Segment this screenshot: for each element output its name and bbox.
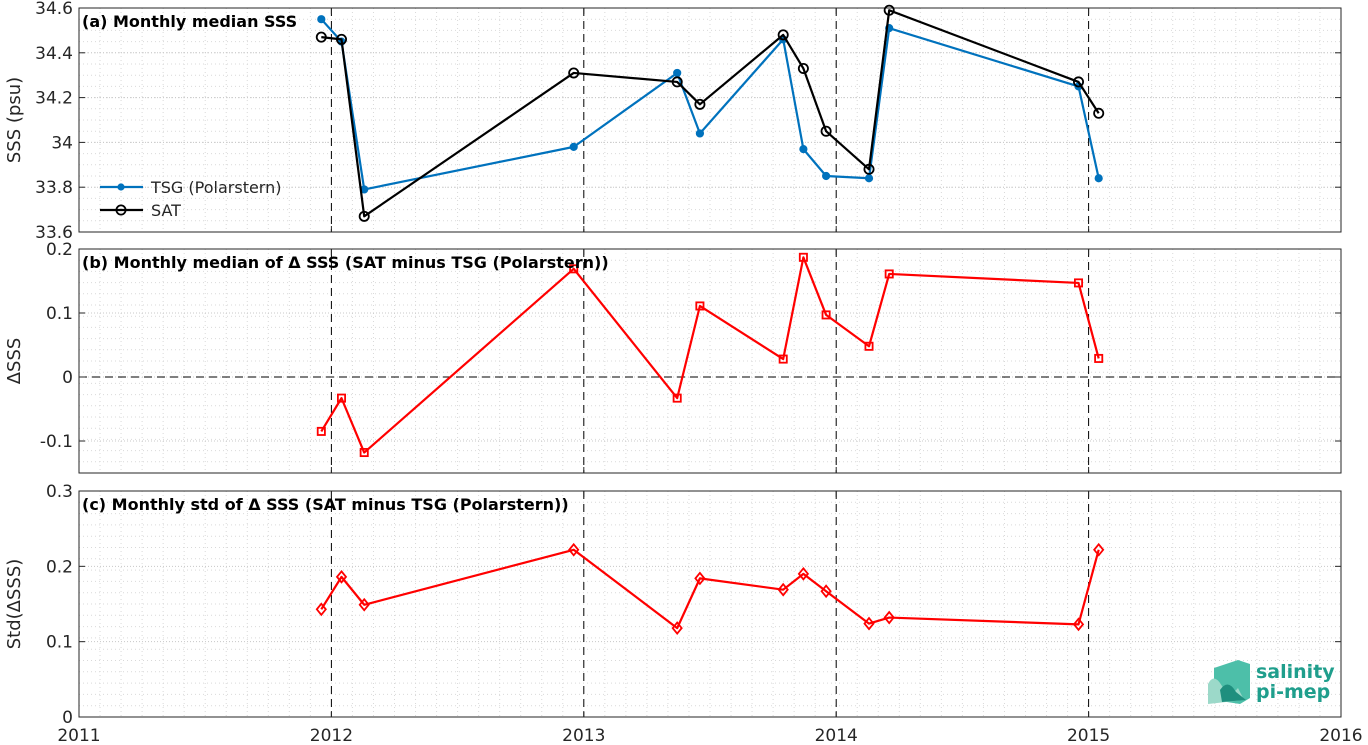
- data-point: [694, 571, 706, 586]
- axes-frame: [78, 7, 1342, 233]
- data-point: [316, 426, 326, 436]
- data-point: [778, 354, 788, 364]
- data-point: [335, 33, 347, 45]
- x-tick-label: 2011: [57, 726, 100, 745]
- y-tick-label: 33.8: [35, 178, 73, 198]
- data-point: [1094, 174, 1103, 183]
- data-point: [1074, 278, 1084, 288]
- y-axis-label: ΔSSS: [4, 338, 25, 385]
- data-point: [694, 98, 706, 110]
- legend-marker: [117, 183, 125, 191]
- axes-frame: [78, 490, 1342, 718]
- data-point: [863, 616, 875, 631]
- data-point: [822, 171, 831, 181]
- data-point: [883, 4, 895, 16]
- y-axis-label: SSS (psu): [4, 77, 25, 163]
- data-point: [568, 67, 580, 79]
- data-point: [568, 542, 580, 557]
- data-point: [1072, 617, 1085, 632]
- y-tick-label: 0.1: [46, 633, 73, 653]
- data-point: [863, 163, 875, 175]
- data-point: [797, 566, 810, 581]
- series-line: [320, 256, 1100, 454]
- y-tick-label: 0: [62, 368, 73, 388]
- logo-wave-dark: [1220, 684, 1246, 702]
- panel-title: (c) Monthly std of Δ SSS (SAT minus TSG …: [82, 495, 569, 514]
- y-tick-label: 34.2: [35, 89, 73, 109]
- data-point: [864, 341, 874, 351]
- data-point: [1093, 107, 1105, 119]
- legend-label: TSG (Polarstern): [150, 178, 281, 197]
- y-axis-label: Std(ΔSSS): [4, 559, 25, 650]
- data-point: [671, 621, 683, 636]
- x-tick-label: 2012: [310, 726, 353, 745]
- y-tick-label: 34.6: [35, 0, 73, 19]
- data-point: [821, 310, 831, 320]
- data-point: [1094, 353, 1104, 363]
- data-point: [315, 602, 327, 617]
- x-tick-label: 2013: [562, 726, 605, 745]
- data-point: [671, 76, 683, 88]
- y-tick-label: 0.2: [46, 240, 73, 260]
- axes-frame: [78, 248, 1342, 474]
- panel-title: (a) Monthly median SSS: [82, 12, 297, 31]
- data-point: [797, 62, 809, 74]
- data-point: [799, 145, 808, 154]
- series-sat: [315, 4, 1105, 222]
- y-tick-label: 33.6: [35, 223, 73, 243]
- y-tick-label: 34: [51, 133, 73, 153]
- panel-a: 33.6 33.8 34 34.2 34.4 34.6 SSS (psu) (a) Month…: [4, 0, 1342, 243]
- series-line: [320, 548, 1100, 630]
- legend-label: SAT: [151, 201, 181, 220]
- x-tick-label: 2014: [815, 726, 858, 745]
- data-point: [695, 129, 705, 138]
- y-tick-label: 0.1: [46, 304, 73, 324]
- legend-marker: [115, 204, 127, 216]
- data-point: [695, 301, 705, 311]
- data-point: [798, 252, 808, 262]
- series-delta: [315, 542, 1105, 636]
- series-line: [321, 9, 1100, 218]
- data-point: [569, 264, 579, 274]
- data-point: [336, 393, 346, 403]
- data-point: [884, 269, 894, 279]
- data-point: [820, 125, 832, 137]
- data-point: [359, 448, 369, 458]
- logo-text-line1: salinity: [1256, 661, 1335, 683]
- data-point: [672, 393, 682, 403]
- data-point: [820, 584, 832, 599]
- data-point: [777, 29, 789, 41]
- data-point: [1093, 542, 1105, 557]
- data-point: [864, 174, 874, 183]
- y-tick-label: 34.4: [35, 44, 73, 64]
- data-point: [358, 210, 370, 222]
- y-tick-label: 0: [62, 708, 73, 728]
- data-point: [883, 610, 895, 625]
- y-tick-label: 0.2: [46, 557, 73, 577]
- panel-b: -0.1 0 0.1 0.2 ΔSSS (b) Monthly median of Δ S…: [4, 240, 1342, 474]
- series-delta: [316, 252, 1104, 458]
- data-point: [358, 597, 370, 612]
- logo-text-line2: pi-mep: [1256, 681, 1330, 703]
- data-point: [569, 142, 578, 151]
- data-point: [315, 31, 327, 43]
- minor-grid: [79, 8, 1341, 232]
- data-point: [673, 68, 682, 78]
- minor-grid: [79, 491, 1341, 717]
- data-point: [1073, 76, 1085, 88]
- panel-c: 0 0.1 0.2 0.3 Std(ΔSSS) (c) Monthly std of Δ …: [4, 482, 1342, 728]
- minor-grid: [79, 249, 1341, 473]
- x-axis: 2011 2012 2013 2014 2015 2016: [57, 726, 1362, 745]
- x-tick-label: 2016: [1319, 726, 1362, 745]
- data-point: [317, 15, 326, 24]
- data-point: [777, 582, 789, 597]
- x-tick-label: 2015: [1067, 726, 1110, 745]
- panel-title: (b) Monthly median of Δ SSS (SAT minus T…: [82, 253, 609, 272]
- y-tick-label: 0.3: [46, 482, 73, 502]
- data-point: [335, 569, 348, 584]
- y-tick-label: -0.1: [40, 432, 73, 452]
- legend: TSG (Polarstern) SAT: [100, 178, 281, 220]
